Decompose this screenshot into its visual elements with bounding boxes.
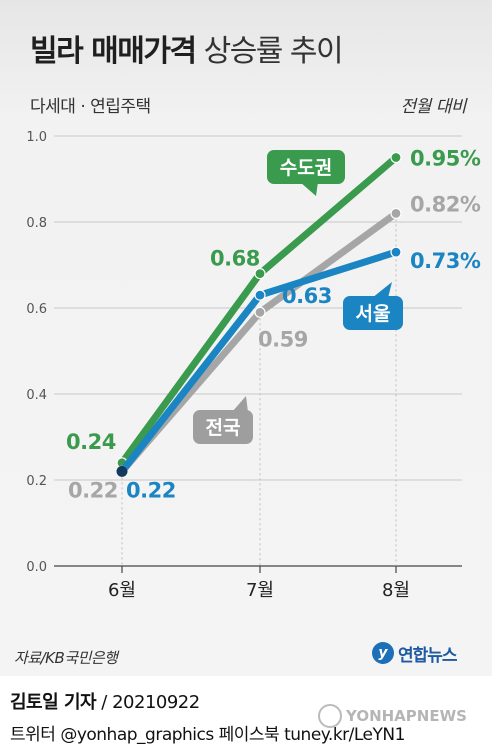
chart-title: 빌라 매매가격 상승률 추이: [30, 26, 344, 70]
data-point: [390, 207, 402, 219]
data-point: [254, 289, 266, 301]
data-point-start: [116, 465, 128, 477]
y-tick-label: 0.6: [26, 302, 47, 317]
callout-label: 서울: [356, 303, 391, 325]
series-callout: 서울: [343, 282, 403, 330]
data-point: [390, 151, 402, 164]
data-point: [390, 246, 402, 258]
callout-pointer: [232, 396, 248, 412]
callout-label: 전국: [206, 417, 241, 439]
series-callout: 수도권: [267, 150, 345, 196]
byline: 김토일 기자 / 20210922: [10, 692, 200, 713]
series-line-서울: [118, 248, 400, 475]
chart-panel: [0, 0, 492, 676]
date: 20210922: [112, 692, 200, 713]
source-note: 자료/KB국민은행: [14, 649, 118, 667]
title-light: 상승률 추이: [203, 34, 344, 69]
data-label: 0.82%: [410, 192, 481, 216]
subtitle-housing-type: 다세대 · 연립주택: [30, 97, 151, 117]
yonhap-logo-icon: y: [372, 642, 394, 664]
data-point: [254, 268, 266, 280]
y-tick-label: 1.0: [26, 130, 47, 145]
social-links: 트위터 @yonhap_graphics 페이스북 tuney.kr/LeYN1: [10, 725, 405, 745]
callout-box: [343, 296, 403, 330]
data-label: 0.59: [258, 327, 308, 351]
author: 김토일 기자: [10, 692, 97, 713]
callout-pointer: [300, 182, 318, 196]
subtitle-comparison: 전월 대비: [400, 97, 467, 117]
y-tick-label: 0.2: [26, 474, 47, 489]
y-tick-label: 0.4: [26, 388, 47, 403]
data-label: 0.63: [282, 284, 332, 308]
y-tick-label: 0.0: [26, 560, 47, 575]
line-chart: 0.0 0.2 0.4 0.6 0.8 1.0 6월 7월 8월 0.24 0.68 0.95% 0.2…: [26, 130, 481, 601]
x-tick-label: 8월: [382, 580, 410, 601]
series-callout: 전국: [193, 396, 253, 444]
title-bold: 빌라 매매가격: [30, 34, 197, 69]
data-label: 0.24: [66, 430, 116, 454]
callout-label: 수도권: [280, 157, 332, 179]
yonhap-logo: y 연합뉴스: [372, 640, 458, 666]
watermark-icon: [318, 704, 342, 728]
callout-box: [193, 410, 253, 444]
watermark-text: YONHAPNEWS: [346, 707, 467, 725]
data-label: 0.22: [126, 478, 176, 502]
yonhap-logo-text: 연합뉴스: [398, 645, 458, 666]
data-label: 0.22: [68, 478, 118, 502]
data-label: 0.68: [210, 247, 260, 271]
callout-box: [267, 150, 345, 184]
callout-pointer: [372, 282, 392, 298]
x-tick-label: 6월: [108, 580, 136, 601]
data-label: 0.95%: [410, 147, 481, 171]
data-point: [254, 306, 266, 318]
y-tick-label: 0.8: [26, 216, 47, 231]
watermark: YONHAPNEWS: [318, 704, 467, 728]
x-tick-label: 7월: [246, 580, 274, 601]
data-label: 0.73%: [410, 249, 481, 273]
